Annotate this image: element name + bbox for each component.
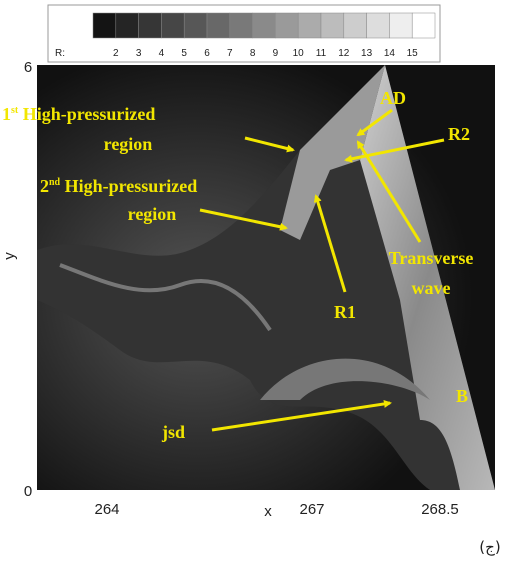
annotation: R1: [334, 302, 356, 322]
x-axis-label: x: [264, 503, 272, 520]
annotation: AD: [380, 88, 406, 108]
panel-label: (ج): [479, 538, 500, 557]
colorbar-swatch: [253, 13, 276, 38]
y-axis-label: y: [1, 252, 18, 260]
colorbar-swatch: [367, 13, 390, 38]
y-tick-label: 6: [24, 59, 32, 76]
colorbar-swatch: [207, 13, 230, 38]
colorbar-label: R:: [55, 48, 65, 59]
annotation: region: [128, 204, 177, 224]
colorbar-tick-label: 2: [113, 48, 119, 59]
colorbar-tick-label: 7: [227, 48, 233, 59]
colorbar-tick-label: 9: [273, 48, 279, 59]
colorbar-swatch: [116, 13, 139, 38]
annotation: region: [104, 134, 153, 154]
colorbar-tick-label: 12: [338, 48, 350, 59]
colorbar-swatch: [344, 13, 367, 38]
colorbar-swatch: [161, 13, 184, 38]
colorbar-tick-label: 13: [361, 48, 373, 59]
colorbar-tick-label: 8: [250, 48, 256, 59]
colorbar-tick-label: 11: [316, 48, 327, 59]
annotation: Transverse: [389, 248, 474, 268]
colorbar-tick-label: 10: [293, 48, 305, 59]
colorbar-tick-label: 15: [407, 48, 419, 59]
colorbar-tick-label: 5: [181, 48, 187, 59]
colorbar-swatch: [184, 13, 207, 38]
y-tick-label: 0: [24, 483, 32, 500]
annotation: R2: [448, 124, 470, 144]
colorbar-swatch: [321, 13, 344, 38]
x-tick-label: 268.5: [421, 501, 459, 518]
colorbar-swatch: [139, 13, 162, 38]
colorbar-tick-label: 6: [204, 48, 210, 59]
x-tick-label: 267: [299, 501, 324, 518]
colorbar-swatch: [275, 13, 298, 38]
annotation: 1st High-pressurized: [2, 104, 155, 124]
annotation: B: [456, 386, 468, 406]
colorbar-tick-label: 4: [159, 48, 165, 59]
colorbar-swatch: [412, 13, 435, 38]
x-tick-label: 264: [94, 501, 119, 518]
colorbar-tick-label: 14: [384, 48, 396, 59]
annotation: jsd: [161, 422, 185, 442]
colorbar-swatch: [298, 13, 321, 38]
colorbar-swatch: [230, 13, 253, 38]
annotation: 2nd High-pressurized: [40, 176, 197, 196]
colorbar-swatch: [389, 13, 412, 38]
colorbar-tick-label: 3: [136, 48, 142, 59]
colorbar-swatch: [93, 13, 116, 38]
figure: 2 3 4 5 6 7 8 9 10 11 12 13 14 15 R: 6 0 y 264 267 26…: [0, 0, 513, 562]
annotation: wave: [412, 278, 451, 298]
